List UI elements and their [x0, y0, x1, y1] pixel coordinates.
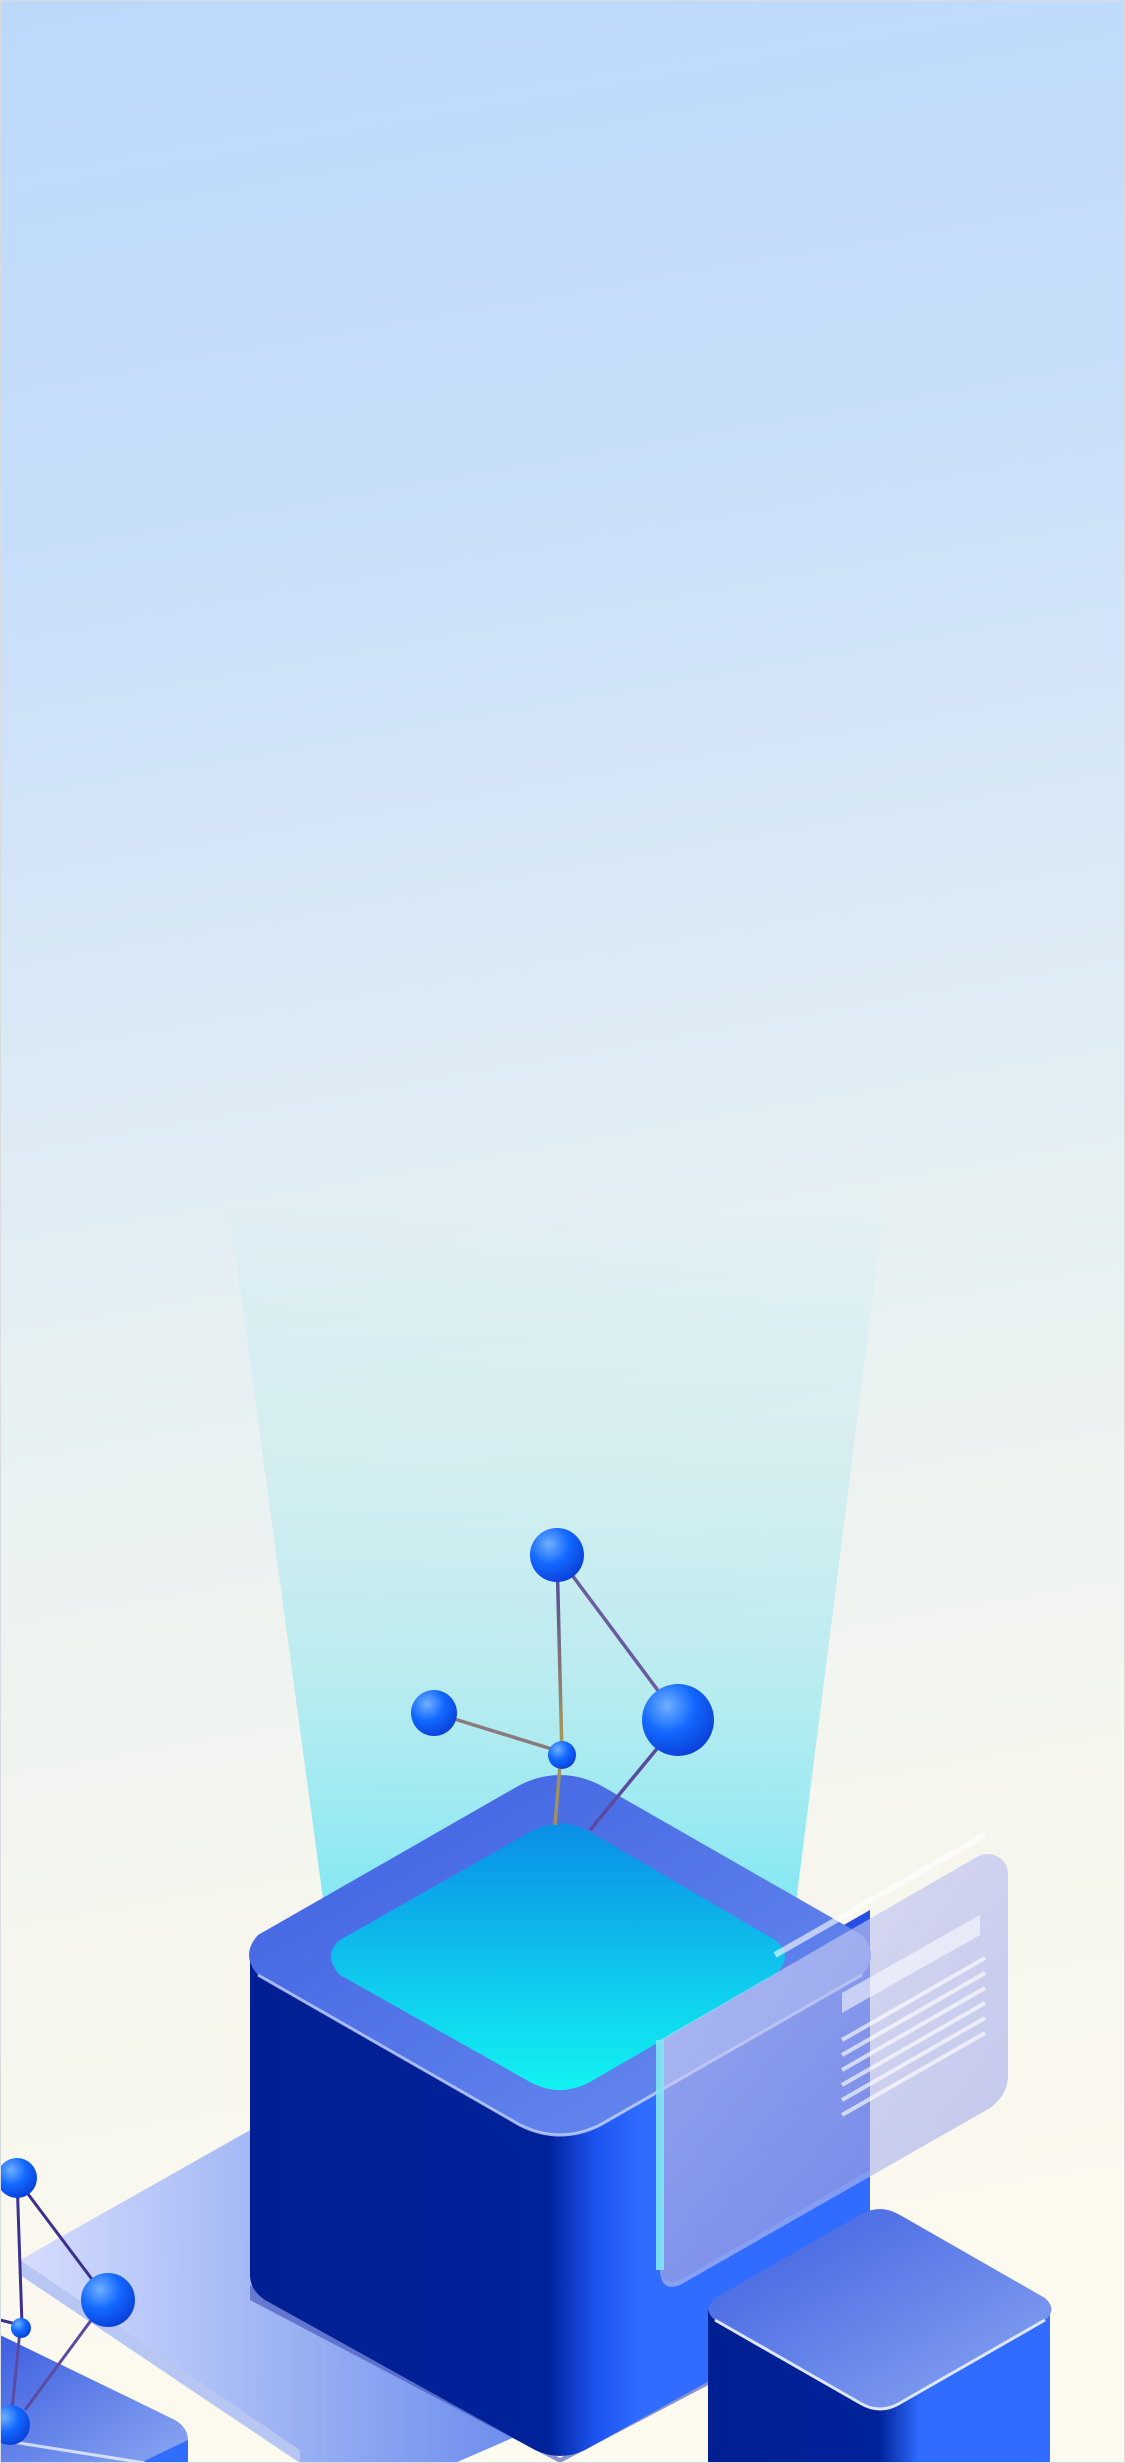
small-molecule-node-top	[0, 2158, 37, 2198]
small-cube-left	[0, 2335, 188, 2463]
molecule-node-center	[548, 1741, 576, 1769]
panel-lines	[841, 1956, 986, 2117]
molecule-node-top	[530, 1528, 584, 1582]
molecule-node-left	[411, 1690, 457, 1736]
small-molecule-node-center	[11, 2318, 31, 2338]
glass-panel	[656, 1832, 1008, 2287]
small-molecule-node-right	[81, 2273, 135, 2327]
small-cube-right	[708, 2209, 1052, 2463]
small-molecule-node-bottom	[0, 2405, 30, 2445]
small-molecule	[0, 2158, 135, 2445]
molecule	[411, 1528, 714, 1832]
molecule-node-right	[642, 1684, 714, 1756]
